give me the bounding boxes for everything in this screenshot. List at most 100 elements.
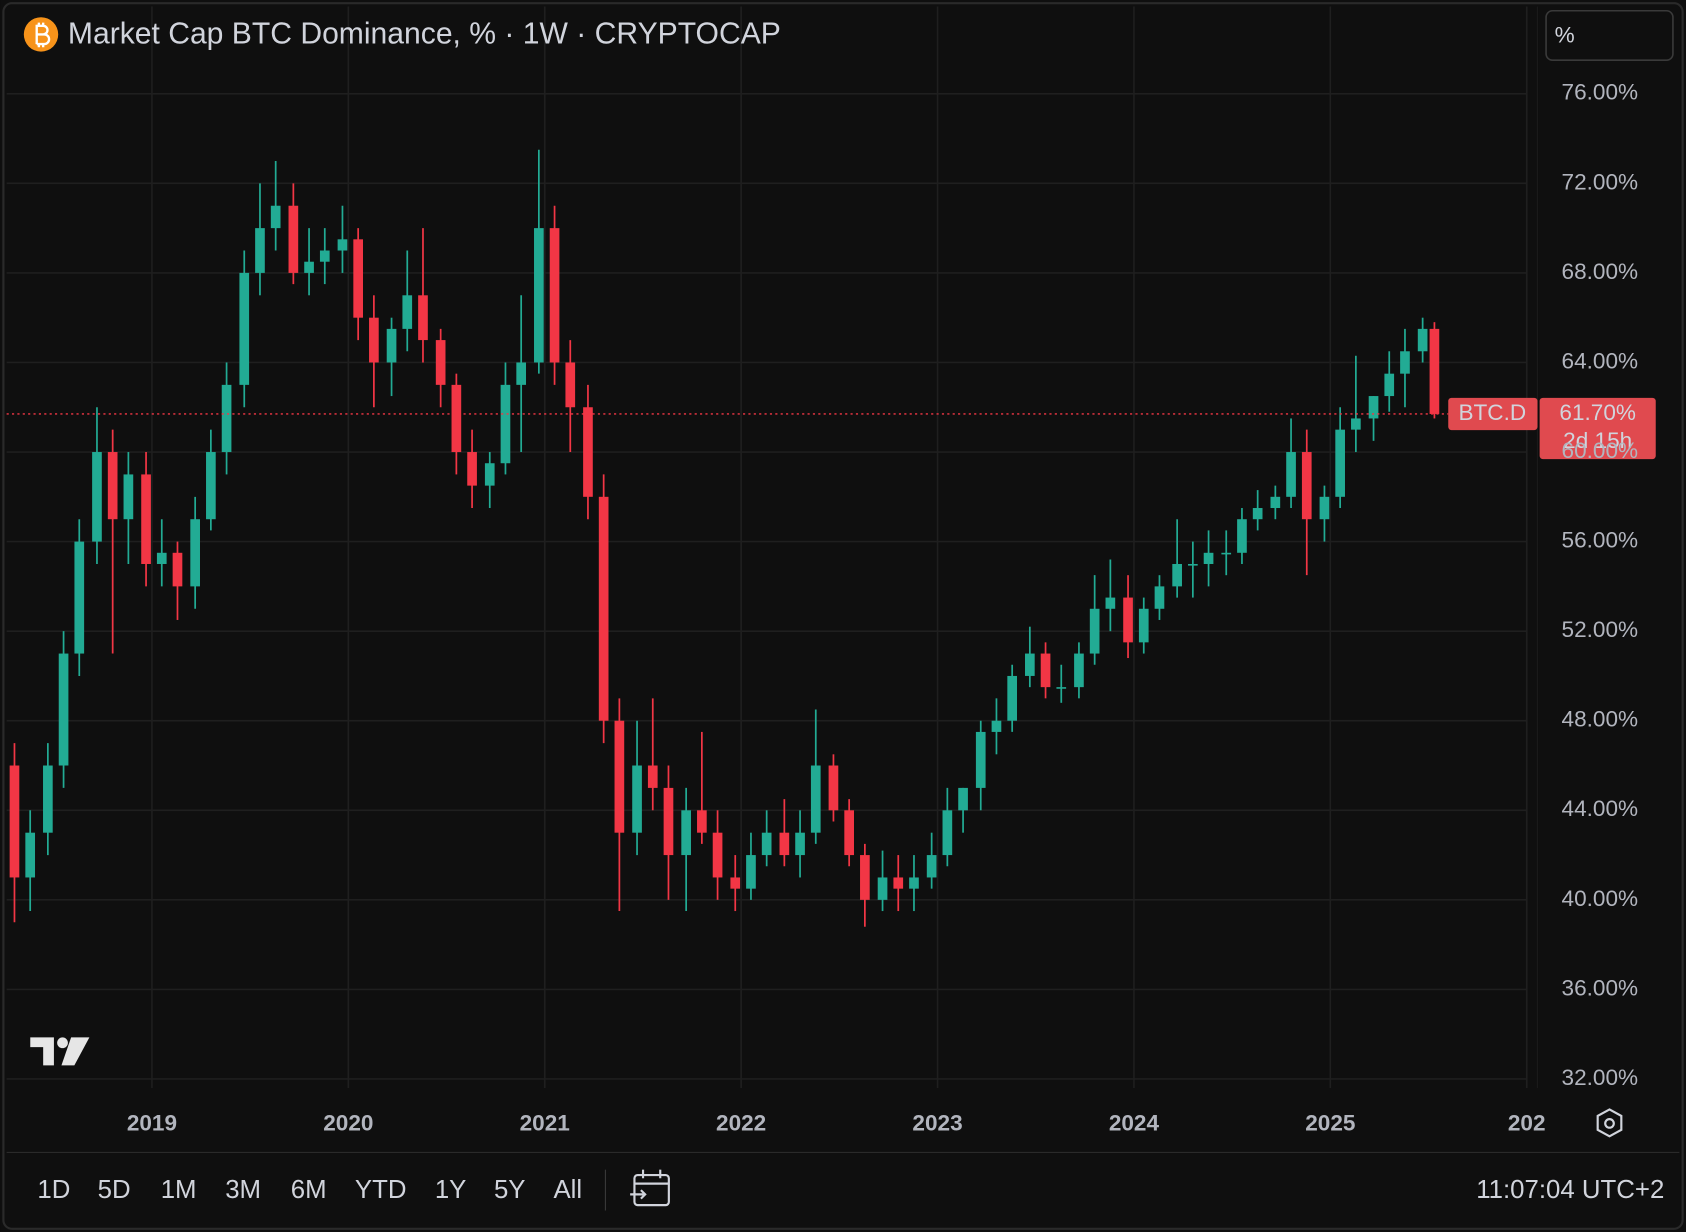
candle-body xyxy=(270,205,281,229)
x-tick-label: 202 xyxy=(1508,1110,1546,1135)
candle-body xyxy=(1172,563,1182,587)
candle-body xyxy=(74,541,85,654)
candle-body xyxy=(1188,563,1198,566)
candle-body xyxy=(1286,452,1296,497)
candle-body xyxy=(484,463,495,486)
candle-body xyxy=(451,384,462,453)
candle-body xyxy=(647,765,658,788)
scale-button-label[interactable]: % xyxy=(1555,23,1575,48)
x-tick-label: 2019 xyxy=(127,1110,177,1135)
candle-body xyxy=(779,832,790,856)
candle-body xyxy=(1429,328,1440,414)
candle-body xyxy=(500,384,511,464)
candle-body xyxy=(893,877,904,889)
candle-body xyxy=(190,519,200,587)
candle-body xyxy=(877,877,888,900)
candle-body xyxy=(681,810,691,856)
candle-body xyxy=(926,855,937,878)
range-button[interactable]: 5D xyxy=(98,1176,131,1204)
candle-body xyxy=(435,340,446,385)
candle-body xyxy=(795,832,805,856)
symbol-tag-label: BTC.D xyxy=(1458,400,1526,425)
candle-body xyxy=(1319,496,1330,520)
candle-body xyxy=(1025,653,1035,676)
candles xyxy=(9,149,1440,927)
y-tick-label: 56.00% xyxy=(1562,528,1639,553)
candle-body xyxy=(123,474,134,520)
date-range-icon[interactable] xyxy=(630,1169,670,1207)
x-tick-label: 2022 xyxy=(716,1110,766,1135)
candle-body xyxy=(663,787,674,856)
toolbar: 1D 5D 1M 3M 6M YTD 1Y 5Y All xyxy=(37,1176,582,1204)
candle-body xyxy=(1368,396,1379,419)
candle-body xyxy=(337,239,348,251)
y-tick-label: 72.00% xyxy=(1562,169,1639,194)
candle-body xyxy=(1417,328,1428,352)
symbol-tag xyxy=(1448,397,1538,431)
candle-body xyxy=(172,552,183,587)
range-button[interactable]: 1M xyxy=(161,1176,197,1204)
range-button[interactable]: 1D xyxy=(37,1176,70,1204)
range-button[interactable]: YTD xyxy=(355,1176,407,1204)
y-tick-label: 76.00% xyxy=(1562,80,1639,105)
candle-body xyxy=(206,452,216,520)
candle-body xyxy=(58,653,69,766)
x-tick-label: 2023 xyxy=(912,1110,962,1135)
price-tag-label: 61.70% xyxy=(1559,400,1636,425)
range-button[interactable]: 5Y xyxy=(494,1176,526,1204)
candle-body xyxy=(975,731,986,788)
range-button[interactable]: 6M xyxy=(291,1176,327,1204)
candle-body xyxy=(418,295,428,341)
x-tick-label: 2025 xyxy=(1305,1110,1355,1135)
candle-body xyxy=(1221,552,1232,555)
candle-body xyxy=(860,855,870,900)
candle-body xyxy=(353,239,364,318)
candle-body xyxy=(467,452,477,486)
candle-body xyxy=(221,384,232,453)
y-tick-label: 48.00% xyxy=(1562,707,1639,732)
settings-icon[interactable] xyxy=(1596,1108,1623,1138)
candle-body xyxy=(239,272,250,385)
candle-body xyxy=(1237,519,1247,553)
scale-button[interactable] xyxy=(1545,9,1674,62)
candle-body xyxy=(810,765,821,833)
candle-body xyxy=(386,328,397,363)
candle-body xyxy=(9,765,20,878)
candle-body xyxy=(1105,597,1116,609)
y-tick-label: 44.00% xyxy=(1562,796,1639,821)
candle-body xyxy=(319,250,330,262)
candle-body xyxy=(255,228,265,273)
candle-body xyxy=(534,228,544,363)
tradingview-logo xyxy=(30,1037,90,1066)
candle-body xyxy=(402,295,413,329)
candle-body xyxy=(1384,373,1395,397)
candle-body xyxy=(761,832,772,856)
candle-body xyxy=(632,765,642,833)
range-button[interactable]: 1Y xyxy=(435,1176,467,1204)
y-tick-label: 52.00% xyxy=(1562,617,1639,642)
candle-body xyxy=(1056,687,1067,689)
candle-body xyxy=(25,832,36,878)
x-tick-label: 2020 xyxy=(323,1110,373,1135)
candle-body xyxy=(942,810,953,856)
candle-body xyxy=(549,228,560,363)
candle-body xyxy=(1074,653,1084,688)
price-tag xyxy=(1539,397,1656,460)
candle-body xyxy=(1301,452,1312,520)
candle-body xyxy=(107,452,118,520)
x-tick-label: 2021 xyxy=(520,1110,570,1135)
clock: 11:07:04 UTC+2 xyxy=(1476,1176,1664,1204)
coin-glyph xyxy=(35,22,51,48)
candle-body xyxy=(614,720,625,833)
candle-body xyxy=(369,317,379,363)
candle-body xyxy=(1007,675,1018,721)
candle-body xyxy=(1252,508,1263,520)
range-button[interactable]: All xyxy=(553,1176,582,1204)
range-button[interactable]: 3M xyxy=(225,1176,261,1204)
y-tick-label: 36.00% xyxy=(1562,975,1639,1000)
candle-body xyxy=(516,362,527,385)
candle-body xyxy=(1203,552,1214,564)
countdown: 2d 15h xyxy=(1563,428,1632,453)
